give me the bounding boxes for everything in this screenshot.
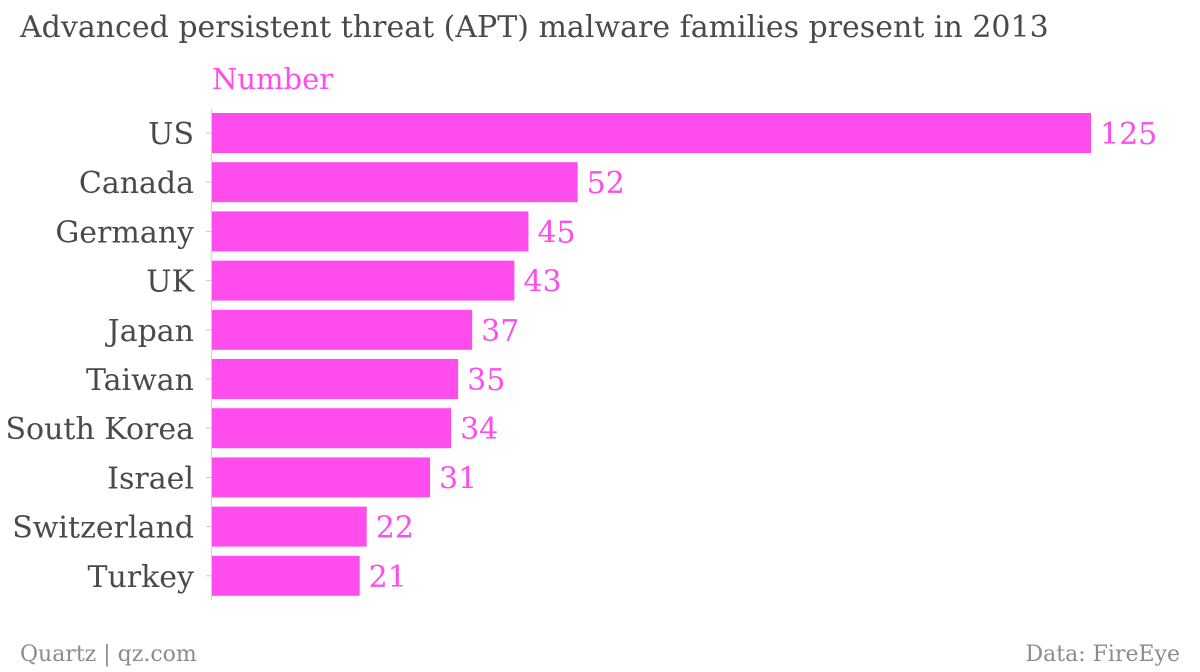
bar-canada <box>212 162 578 203</box>
value-label: 35 <box>467 363 505 398</box>
category-label: Germany <box>55 215 194 250</box>
value-label: 34 <box>460 412 498 447</box>
category-label: Israel <box>107 461 194 496</box>
value-label: 125 <box>1100 117 1157 152</box>
bar-south-korea <box>212 408 452 449</box>
bar-japan <box>212 309 473 350</box>
value-label: 43 <box>523 265 561 300</box>
value-label: 22 <box>376 511 414 546</box>
category-label: Canada <box>79 166 194 201</box>
value-label: 21 <box>369 560 407 595</box>
chart-title: Advanced persistent threat (APT) malware… <box>20 10 1049 45</box>
footer-source: Data: FireEye <box>1025 642 1180 667</box>
category-label: Switzerland <box>12 511 194 546</box>
category-label: Japan <box>105 314 194 349</box>
bar-israel <box>212 457 430 498</box>
footer-credit: Quartz | qz.com <box>20 642 197 667</box>
category-label: US <box>148 117 194 152</box>
bar-germany <box>212 211 529 252</box>
category-label: Turkey <box>87 560 194 595</box>
bar-us <box>212 113 1091 153</box>
value-label: 52 <box>587 166 625 201</box>
value-label: 31 <box>439 461 477 496</box>
category-label: UK <box>146 265 194 300</box>
bar-uk <box>212 260 515 301</box>
value-label: 37 <box>481 314 519 349</box>
category-label: Taiwan <box>86 363 194 398</box>
bar-switzerland <box>212 506 367 547</box>
category-label: South Korea <box>6 412 195 447</box>
value-label: 45 <box>537 215 575 250</box>
bar-taiwan <box>212 359 459 399</box>
series-label: Number <box>212 62 334 96</box>
bar-turkey <box>212 555 360 596</box>
